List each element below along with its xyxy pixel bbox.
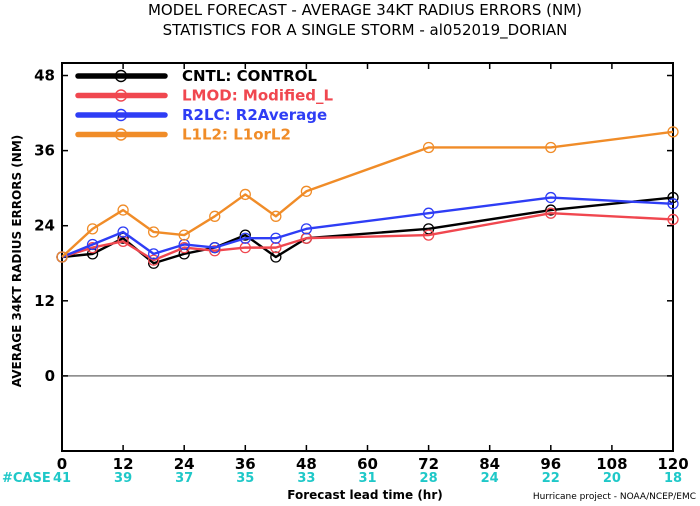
data-point: [422, 229, 435, 241]
series-line: [61, 130, 674, 258]
credit-text: Hurricane project - NOAA/NCEP/EMC: [533, 492, 696, 502]
case-count: 31: [358, 471, 376, 486]
data-point: [239, 188, 251, 201]
data-point: [117, 204, 129, 216]
legend-label: L1L2: L1orL2: [182, 126, 291, 144]
legend-marker: [114, 89, 128, 102]
series-4: [56, 126, 679, 263]
case-count: 37: [175, 471, 193, 486]
case-count: 18: [664, 471, 682, 486]
data-point: [147, 254, 160, 266]
data-point: [422, 207, 435, 219]
case-count: 39: [114, 471, 132, 486]
case-label: #CASE: [2, 471, 51, 486]
series-group: [56, 126, 679, 269]
data-point: [86, 223, 99, 235]
case-count: 35: [236, 471, 254, 486]
y-tick-label: 36: [34, 142, 55, 160]
y-tick-label: 24: [34, 217, 55, 235]
legend-label: LMOD: Modified_L: [182, 87, 334, 105]
legend-entry: R2LC: R2Average: [75, 106, 327, 124]
legend-marker: [114, 128, 128, 141]
data-point: [56, 251, 68, 263]
data-point: [545, 207, 557, 219]
data-point: [86, 238, 99, 251]
plot-frame: [61, 62, 674, 452]
data-point: [209, 241, 221, 254]
x-tick-label: 60: [357, 455, 378, 473]
x-tick-label: 48: [296, 455, 317, 473]
data-point: [270, 232, 282, 244]
data-point: [422, 141, 435, 154]
x-tick-label: 0: [57, 455, 67, 473]
data-point: [270, 210, 282, 222]
y-tick-label: 12: [34, 292, 55, 310]
case-count: 24: [481, 471, 499, 486]
legend-entry: LMOD: Modified_L: [75, 87, 334, 105]
data-point: [147, 248, 160, 260]
x-tick-label: 12: [113, 455, 134, 473]
x-tick-label: 120: [657, 455, 688, 473]
data-point: [667, 191, 679, 204]
data-point: [422, 223, 435, 235]
data-point: [209, 210, 221, 222]
y-axis-label: AVERAGE 34KT RADIUS ERRORS (NM): [10, 135, 24, 387]
x-tick-label: 36: [235, 455, 256, 473]
legend-marker: [114, 108, 128, 122]
case-count: 28: [420, 471, 438, 486]
case-count: 33: [297, 471, 315, 486]
case-count: 41: [53, 471, 71, 486]
y-tick-label: 48: [34, 67, 55, 85]
data-point: [545, 204, 557, 216]
data-point: [239, 229, 251, 241]
case-count: 22: [542, 471, 560, 486]
x-tick-label: 108: [596, 455, 627, 473]
case-count: 20: [603, 471, 621, 486]
legend-label: R2LC: R2Average: [182, 106, 327, 124]
data-point: [178, 229, 190, 241]
data-point: [300, 185, 313, 197]
legend-label: CNTL: CONTROL: [182, 67, 317, 85]
x-tick-label: 72: [418, 455, 439, 473]
data-point: [545, 141, 557, 154]
data-point: [667, 213, 679, 226]
series-3: [56, 191, 679, 263]
y-tick-label: 0: [45, 367, 55, 385]
data-point: [667, 126, 679, 138]
legend-entry: CNTL: CONTROL: [75, 67, 317, 85]
chart-subtitle: STATISTICS FOR A SINGLE STORM - al052019…: [163, 21, 568, 40]
data-point: [239, 232, 251, 244]
plot-axes: 0 12 24 36 48 60 72 84 96 108 120 0 12 24 36 48: [34, 62, 689, 473]
data-point: [209, 245, 221, 257]
legend-marker: [114, 69, 128, 83]
chart-title: MODEL FORECAST - AVERAGE 34KT RADIUS ERR…: [148, 1, 582, 19]
data-point: [178, 241, 190, 254]
x-tick-label: 84: [479, 455, 500, 473]
legend-entry: L1L2: L1orL2: [75, 126, 291, 144]
data-point: [300, 223, 313, 235]
data-point: [545, 191, 557, 204]
data-point: [667, 198, 679, 210]
x-tick-label: 96: [540, 455, 561, 473]
case-count-row: #CASE 41 39 37 35 33 31 28 24 22 20 18: [2, 471, 682, 486]
x-tick-label: 24: [174, 455, 195, 473]
data-point: [117, 226, 129, 238]
x-axis-label: Forecast lead time (hr): [287, 488, 443, 502]
data-point: [147, 226, 160, 238]
